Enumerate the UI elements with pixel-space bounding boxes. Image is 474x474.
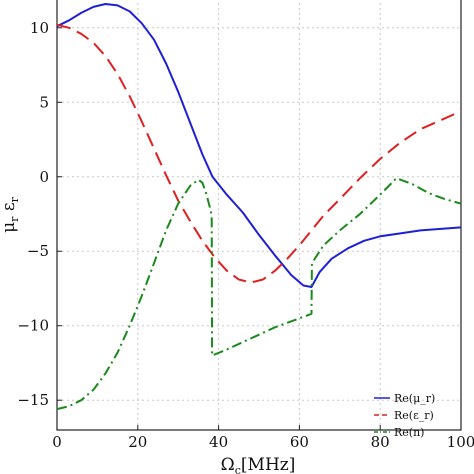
x-tick-label: 100 xyxy=(447,433,474,451)
x-tick-label: 0 xyxy=(52,433,62,451)
x-tick-label: 80 xyxy=(371,433,390,451)
series-line-0 xyxy=(56,3,462,288)
plot-frame xyxy=(56,0,462,431)
legend: Re(μ_r) Re(ε_r) Re(n) xyxy=(374,392,435,439)
x-tick-label: 20 xyxy=(128,433,147,451)
grid xyxy=(57,0,461,430)
x-axis-label: Ωc[MHz] xyxy=(221,455,296,474)
series-line-2 xyxy=(56,177,462,411)
y-tick-label: −5 xyxy=(27,242,49,260)
x-tick-label: 40 xyxy=(209,433,228,451)
y-tick-label: 5 xyxy=(39,93,49,111)
x-tick-label: 60 xyxy=(290,433,309,451)
legend-label: Re(ε_r) xyxy=(394,409,434,422)
y-axis-label: μr εr xyxy=(0,196,21,233)
series-line-1 xyxy=(56,23,462,284)
y-tick-label: −10 xyxy=(17,317,49,335)
legend-label: Re(μ_r) xyxy=(394,392,435,405)
ticks-layer: 0 20 40 60 80 100 10 5 0 −5 −10 −15 xyxy=(17,19,474,451)
legend-label: Re(n) xyxy=(394,426,424,439)
y-tick-label: 10 xyxy=(30,19,49,37)
y-tick-label: 0 xyxy=(39,168,49,186)
y-tick-label: −15 xyxy=(17,391,49,409)
series-layer xyxy=(56,3,462,411)
